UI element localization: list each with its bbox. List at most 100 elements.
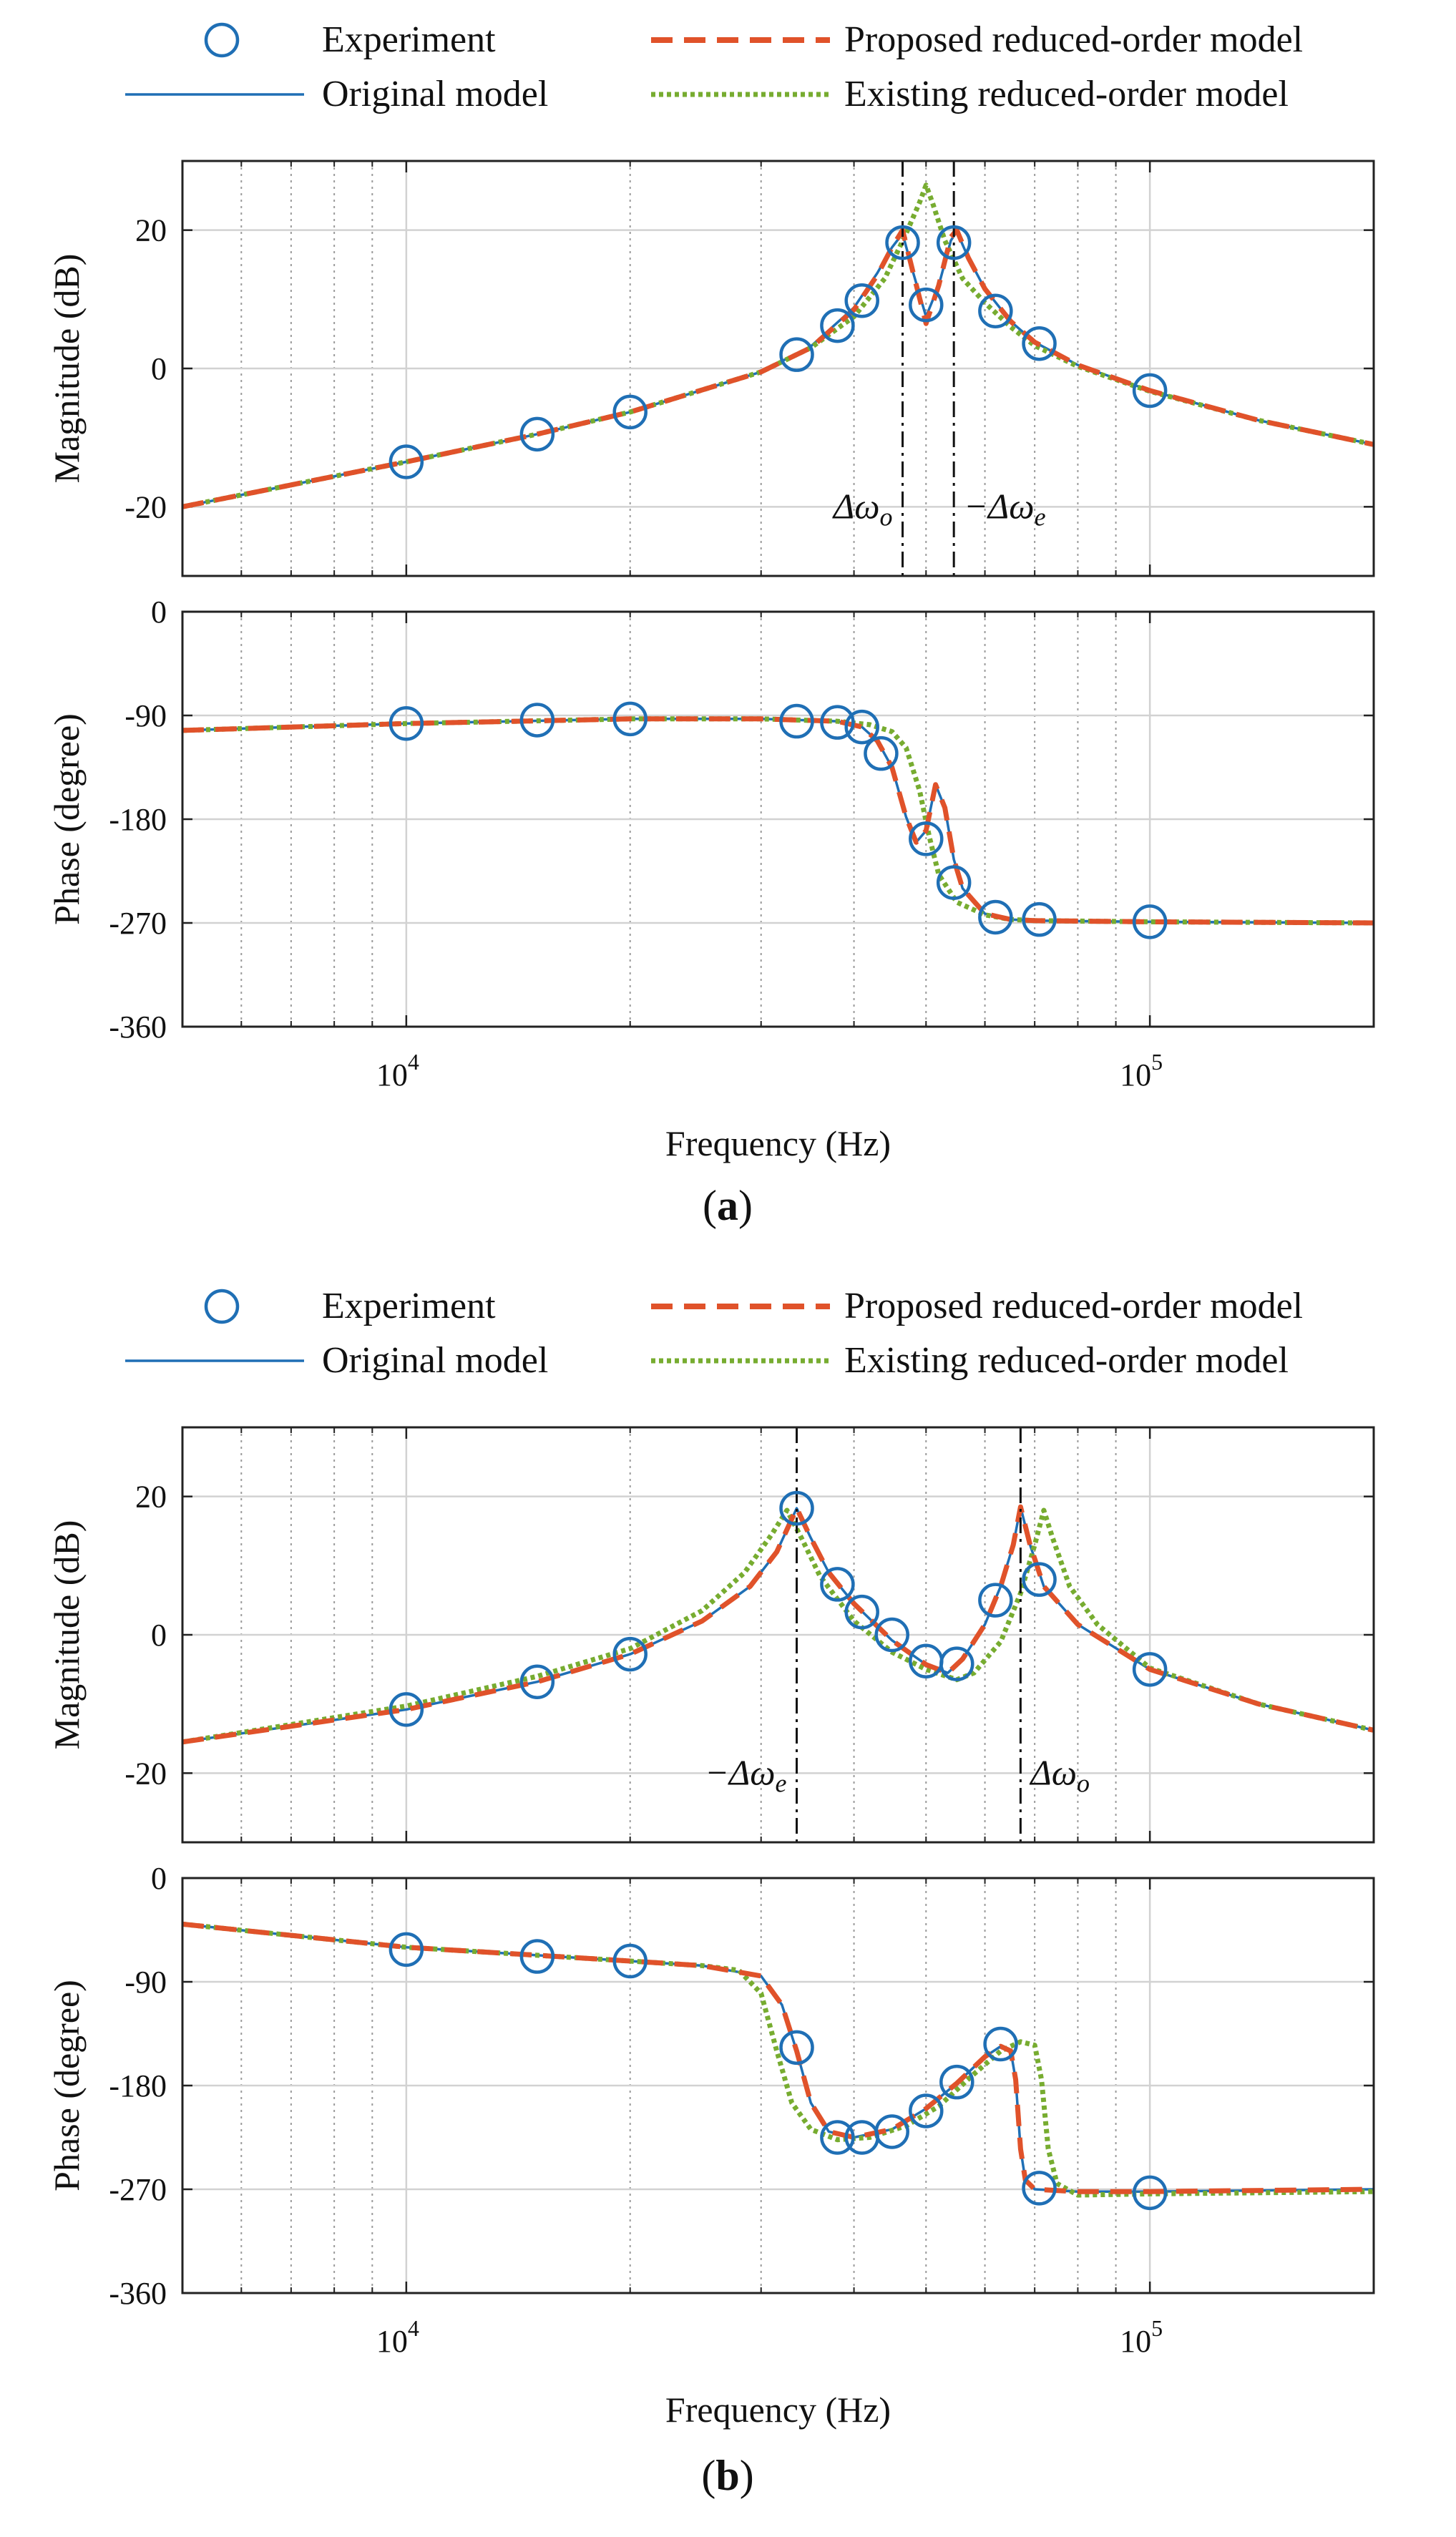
experiment-point (1022, 2171, 1057, 2206)
existing-model-line (182, 1921, 1374, 2198)
experiment-point (820, 1567, 855, 1602)
existing-model-line (182, 182, 1374, 509)
experiment-point (885, 225, 920, 260)
y-tick-label: 0 (151, 1618, 167, 1653)
magnitude-series (182, 1504, 1374, 1745)
experiment-point (844, 709, 879, 745)
experiment-point (820, 2120, 855, 2155)
y-tick-label: -20 (124, 1756, 167, 1791)
legend-existing-label: Existing reduced-order model (844, 74, 1289, 114)
y-tick-label: -20 (124, 489, 167, 524)
y-tick-label: -180 (109, 802, 167, 837)
y-tick-label: 0 (151, 351, 167, 386)
legend-experiment-label: Experiment (322, 1286, 496, 1326)
proposed-model-line (182, 228, 1374, 509)
x-tick-label: 104 (376, 2315, 419, 2359)
legend-original-label: Original model (322, 74, 548, 114)
y-tick-label: -360 (109, 2276, 167, 2311)
experiment-point (1132, 373, 1168, 409)
experiment-point (820, 308, 855, 343)
panel-caption: (a) (703, 1182, 753, 1229)
experiment-point (779, 337, 814, 372)
experiment-point (939, 1646, 974, 1681)
experiment-point (909, 287, 944, 323)
experiment-point (978, 293, 1013, 329)
experiment-point (1022, 901, 1057, 937)
experiment-point (1132, 2175, 1168, 2211)
experiment-point (909, 2093, 944, 2128)
y-tick-label: 20 (135, 213, 167, 248)
experiment-point (978, 899, 1013, 935)
resonance-marker-label: Δωo (1029, 1752, 1090, 1797)
experiment-point (978, 1583, 1013, 1618)
x-tick-label: 105 (1120, 1049, 1163, 1092)
legend-experiment-marker (204, 22, 240, 58)
experiment-point (779, 2030, 814, 2066)
y-axis-label: Magnitude (dB) (47, 1520, 87, 1750)
magnitude-axes: 20 0 -20 Magnitude (dB) Δωo −Δωe (47, 160, 1375, 577)
experiment-point (1132, 904, 1168, 939)
y-tick-label: -90 (124, 1965, 167, 2000)
magnitude-series (182, 182, 1374, 509)
x-tick-label: 105 (1120, 2315, 1163, 2359)
experiment-point (612, 701, 648, 737)
legend: Experiment Original model Proposed reduced… (125, 1286, 1303, 1381)
experiment-point (612, 1636, 648, 1672)
legend: Experiment Original model Proposed reduced… (125, 19, 1303, 114)
phase-axes: 0 -90 -180 -270 -360 104 105 Phase (degree) Freq… (47, 595, 1375, 1163)
experiment-point (1022, 1562, 1057, 1597)
y-tick-label: -270 (109, 906, 167, 941)
experiment-point (519, 1664, 555, 1699)
experiment-point (612, 1943, 648, 1979)
resonance-marker-label: Δωo (832, 486, 893, 531)
experiment-point (983, 2026, 1018, 2062)
experiment-point (389, 706, 424, 741)
experiment-point (389, 444, 424, 479)
proposed-model-line (182, 1921, 1374, 2194)
y-tick-label: -90 (124, 698, 167, 733)
x-tick-label: 104 (376, 1049, 419, 1092)
y-tick-label: 0 (151, 1861, 167, 1896)
experiment-point (936, 225, 972, 260)
experiment-point (844, 283, 879, 318)
y-tick-label: 20 (135, 1480, 167, 1515)
experiment-point (612, 394, 648, 430)
experiment-point (820, 705, 855, 740)
phase-series (182, 1921, 1374, 2198)
y-tick-label: -180 (109, 2068, 167, 2103)
y-tick-label: -270 (109, 2172, 167, 2207)
y-tick-label: 0 (151, 595, 167, 630)
legend-proposed-label: Proposed reduced-order model (844, 19, 1303, 60)
experiment-point (844, 1594, 879, 1630)
y-axis-label: Phase (degree) (47, 1980, 87, 2191)
phase-frame (181, 1877, 1375, 2294)
legend-original-label: Original model (322, 1340, 548, 1381)
experiment-point (864, 735, 899, 771)
phase-axes: 0 -90 -180 -270 -360 104 105 Phase (degree) Freq… (47, 1861, 1375, 2430)
y-axis-label: Magnitude (dB) (47, 254, 87, 484)
experiment-point (909, 821, 944, 856)
experiment-point (779, 1490, 814, 1526)
legend-proposed-label: Proposed reduced-order model (844, 1286, 1303, 1326)
y-tick-label: -360 (109, 1010, 167, 1045)
experiment-point (779, 703, 814, 739)
magnitude-frame (181, 160, 1375, 577)
proposed-model-line (182, 1504, 1374, 1745)
experiment-point (519, 703, 555, 738)
legend-existing-label: Existing reduced-order model (844, 1340, 1289, 1381)
existing-model-line (182, 716, 1374, 926)
legend-experiment-label: Experiment (322, 19, 496, 60)
experiment-point (936, 865, 972, 900)
resonance-marker-label: −Δωe (964, 486, 1045, 531)
legend-experiment-marker (204, 1289, 240, 1324)
experiment-point (519, 416, 555, 452)
resonance-marker-label: −Δωe (705, 1752, 786, 1797)
x-axis-label: Frequency (Hz) (665, 1123, 891, 1163)
experiment-point (389, 1932, 424, 1967)
existing-model-line (182, 1507, 1374, 1745)
y-axis-label: Phase (degree) (47, 713, 87, 925)
experiment-point (939, 2064, 974, 2100)
x-axis-label: Frequency (Hz) (665, 2390, 891, 2430)
experiment-point (389, 1692, 424, 1727)
